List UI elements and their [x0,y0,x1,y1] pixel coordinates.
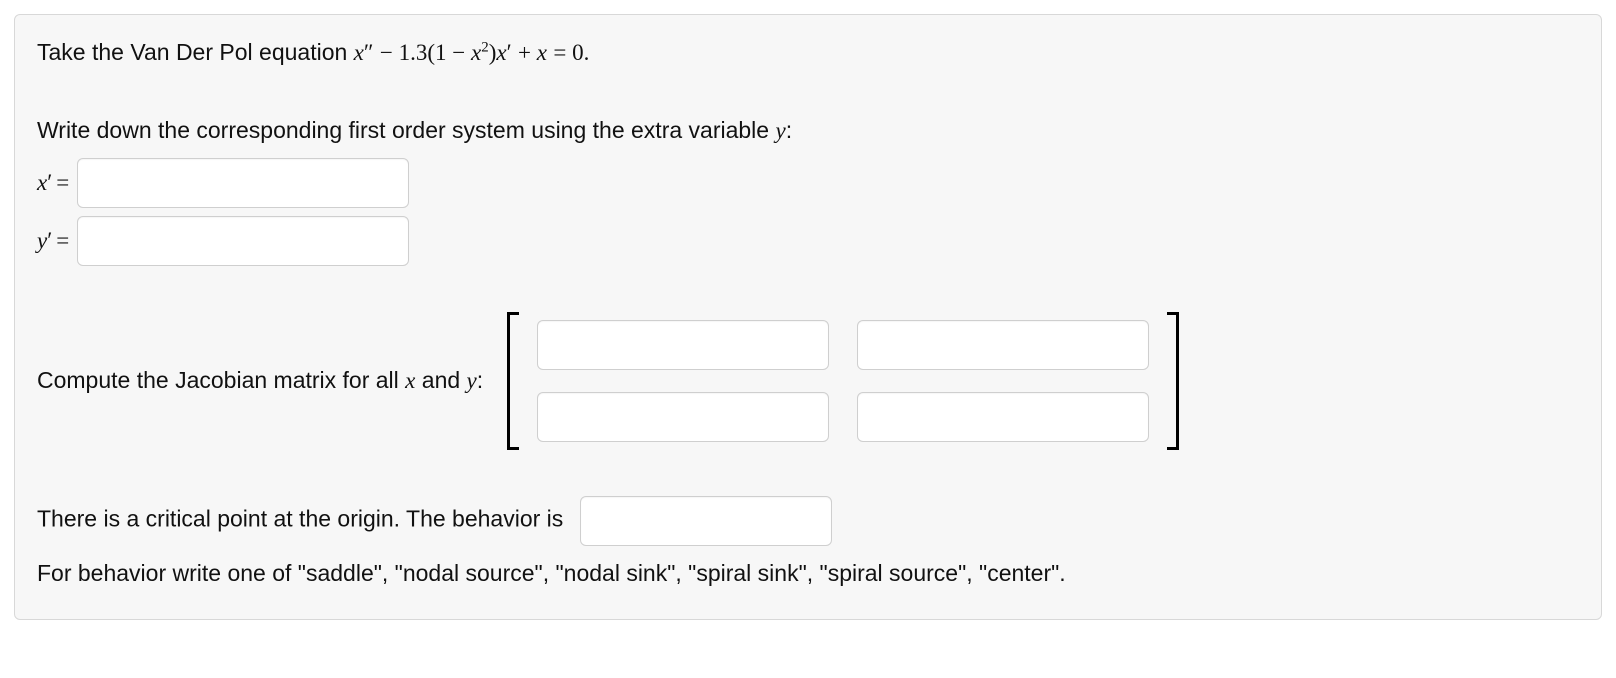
eq-one: 1 [435,40,447,65]
eq-eq0: = 0. [553,40,589,65]
eq-x1: x [354,40,364,65]
xprime-x: x [37,166,47,201]
eq-minus2: − [447,40,471,65]
jacobian-x: x [405,368,415,393]
question-panel: Take the Van Der Pol equation x″ − 1.3(1… [14,14,1602,620]
jacobian-and: and [415,367,466,393]
xprime-input[interactable] [77,158,409,208]
jacobian-y: y [467,368,477,393]
system-var-y: y [775,118,785,143]
xprime-equals: = [56,166,69,201]
matrix-body [519,312,1167,450]
jacobian-12-input[interactable] [857,320,1149,370]
matrix-left-bracket-icon [505,312,519,450]
system-colon: : [786,117,792,143]
matrix-right-bracket-icon [1167,312,1181,450]
behavior-input[interactable] [580,496,832,546]
yprime-prime: ′ [47,224,52,259]
intro-text: Take the Van Der Pol equation [37,39,354,65]
critical-point-text: There is a critical point at the origin.… [37,506,563,532]
yprime-row: y′ = [37,216,1579,266]
jacobian-text-a: Compute the Jacobian matrix for all [37,367,405,393]
xprime-prime: ′ [47,166,52,201]
eq-xprime: ′ [507,40,512,65]
jacobian-22-input[interactable] [857,392,1149,442]
eq-coef: 1.3 [399,40,428,65]
jacobian-row: Compute the Jacobian matrix for all x an… [37,312,1579,450]
eq-minus1: − [380,40,399,65]
eq-open: ( [427,40,435,65]
xprime-row: x′ = [37,158,1579,208]
yprime-y: y [37,224,47,259]
eq-xfinal: x [537,40,547,65]
eq-x2exp: 2 [481,39,488,55]
jacobian-matrix [505,312,1181,450]
system-prompt: Write down the corresponding first order… [37,113,1579,149]
jacobian-prompt: Compute the Jacobian matrix for all x an… [37,363,483,399]
jacobian-colon: : [477,367,483,393]
equation-statement: Take the Van Der Pol equation x″ − 1.3(1… [37,35,1579,71]
yprime-input[interactable] [77,216,409,266]
jacobian-11-input[interactable] [537,320,829,370]
jacobian-21-input[interactable] [537,392,829,442]
system-prompt-text: Write down the corresponding first order… [37,117,775,143]
behavior-hint: For behavior write one of "saddle", "nod… [37,556,1579,591]
eq-x2base: x [471,40,481,65]
eq-plus: + [518,40,537,65]
critical-point-row: There is a critical point at the origin.… [37,496,1579,546]
eq-xprime-x: x [496,40,506,65]
eq-dprime: ″ [364,40,374,65]
yprime-equals: = [56,224,69,259]
